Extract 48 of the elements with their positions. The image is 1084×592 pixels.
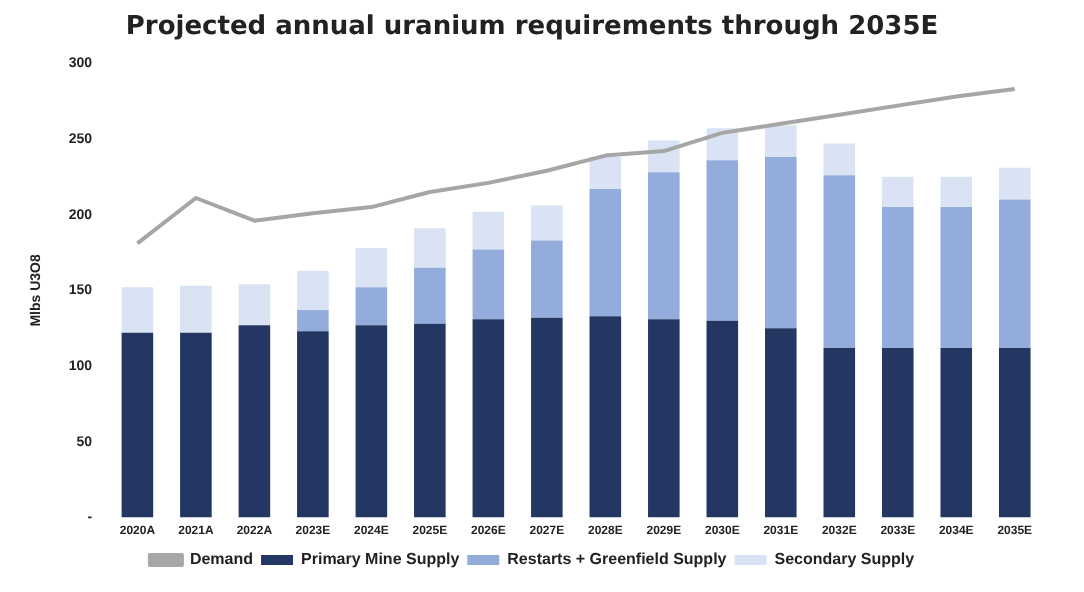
bar bbox=[180, 332, 212, 518]
bar bbox=[180, 285, 212, 333]
bar bbox=[297, 270, 329, 311]
bar bbox=[238, 325, 271, 518]
bar bbox=[297, 310, 329, 332]
bar bbox=[765, 125, 797, 158]
bar bbox=[297, 331, 329, 518]
bar bbox=[531, 317, 563, 518]
bar bbox=[121, 332, 154, 518]
bar bbox=[121, 287, 154, 333]
bar bbox=[823, 347, 856, 518]
legend-label: Secondary Supply bbox=[774, 550, 916, 569]
bar bbox=[998, 199, 1031, 348]
bar bbox=[238, 284, 271, 326]
bar bbox=[998, 167, 1031, 200]
bar bbox=[998, 347, 1031, 518]
bar bbox=[589, 188, 622, 317]
bar bbox=[414, 228, 446, 268]
bar bbox=[589, 157, 622, 189]
bar bbox=[414, 323, 446, 518]
bar bbox=[765, 157, 797, 329]
bar bbox=[531, 205, 563, 241]
bar bbox=[589, 316, 622, 518]
legend-label: Primary Mine Supply bbox=[301, 550, 461, 569]
bar bbox=[881, 347, 914, 518]
bar bbox=[940, 347, 973, 518]
bar bbox=[414, 267, 446, 324]
bar bbox=[472, 211, 505, 250]
legend-label: Demand bbox=[189, 550, 254, 569]
bar bbox=[355, 325, 388, 518]
bar bbox=[823, 175, 856, 348]
bar bbox=[648, 319, 680, 518]
bar bbox=[355, 247, 388, 288]
bar bbox=[940, 176, 973, 208]
bar bbox=[355, 287, 388, 326]
bar bbox=[765, 328, 797, 518]
bar bbox=[472, 319, 505, 518]
bar bbox=[706, 160, 739, 321]
bar bbox=[706, 320, 739, 518]
bar bbox=[531, 240, 563, 318]
bar bbox=[823, 143, 856, 176]
bar bbox=[472, 249, 505, 320]
chart-title: Projected annual uranium requirements through 2035E bbox=[125, 12, 939, 43]
bar bbox=[881, 176, 914, 208]
bar bbox=[881, 207, 914, 348]
legend-label: Restarts + Greenfield Supply bbox=[507, 550, 728, 569]
bar bbox=[940, 207, 973, 348]
bar bbox=[648, 172, 680, 320]
